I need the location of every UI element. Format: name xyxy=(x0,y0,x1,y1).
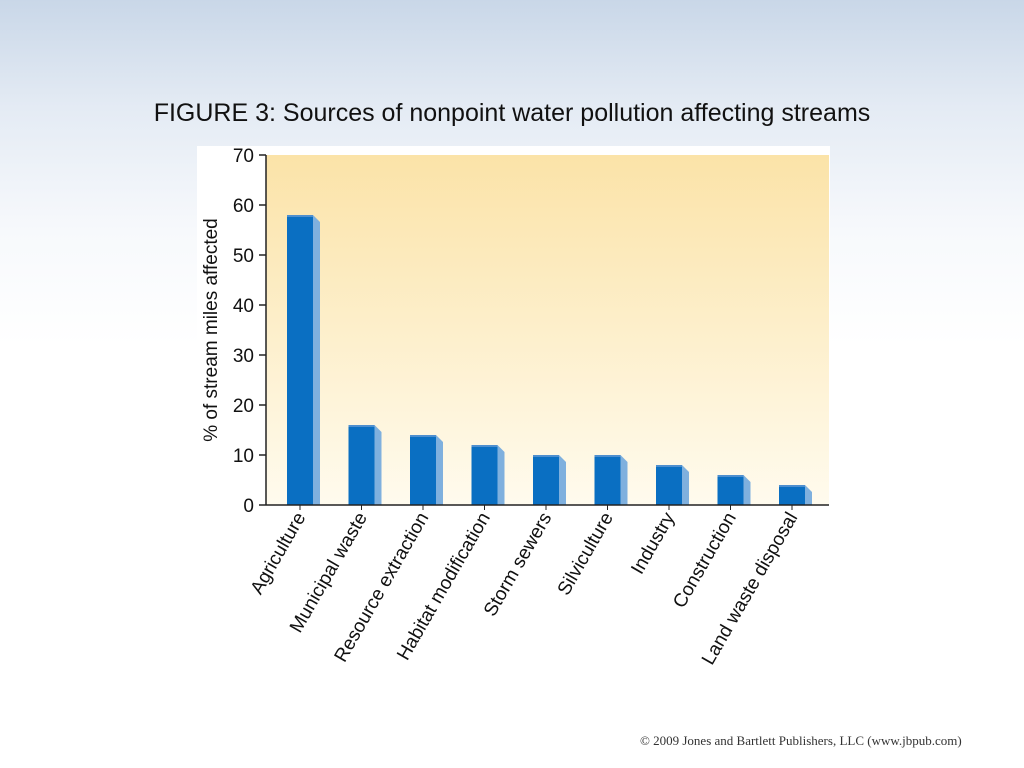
y-ticks-group: 0 10 20 30 40 50 60 70 xyxy=(233,146,266,517)
bar xyxy=(779,485,812,505)
bar-front xyxy=(410,435,436,505)
bar-front xyxy=(779,485,805,505)
bar-front xyxy=(533,455,559,505)
bar-side xyxy=(620,455,628,505)
y-tick-label: 30 xyxy=(233,346,254,367)
bar xyxy=(287,215,320,505)
bar-top xyxy=(594,455,621,457)
y-tick-label: 0 xyxy=(243,496,254,517)
bars-group xyxy=(287,215,812,505)
bar-top xyxy=(410,435,436,437)
y-tick-label: 60 xyxy=(233,196,254,217)
bar xyxy=(594,455,628,505)
bar xyxy=(717,475,751,505)
bar-front xyxy=(656,465,682,505)
y-tick-label: 70 xyxy=(233,146,254,167)
bar-top xyxy=(287,215,313,217)
bar-side xyxy=(682,465,689,505)
bar xyxy=(656,465,689,505)
bar-top xyxy=(348,425,375,427)
bar-front xyxy=(348,425,375,505)
bar xyxy=(471,445,505,505)
bar-top xyxy=(779,485,805,487)
bar-top xyxy=(717,475,744,477)
y-tick-label: 20 xyxy=(233,396,254,417)
y-axis-label: % of stream miles affected xyxy=(201,218,222,442)
y-tick-label: 40 xyxy=(233,296,254,317)
bar-front xyxy=(471,445,498,505)
bar-side xyxy=(374,425,382,505)
bar xyxy=(348,425,382,505)
bar-side xyxy=(559,455,566,505)
bar-side xyxy=(743,475,751,505)
bar-top xyxy=(533,455,559,457)
slide-title: FIGURE 3: Sources of nonpoint water poll… xyxy=(153,99,871,127)
bar-front xyxy=(287,215,313,505)
bar-side xyxy=(436,435,443,505)
bar-front xyxy=(717,475,744,505)
bar-top xyxy=(471,445,498,447)
bar-side xyxy=(805,485,812,505)
y-tick-label: 50 xyxy=(233,246,254,267)
bar-top xyxy=(656,465,682,467)
bar xyxy=(533,455,566,505)
copyright-notice: © 2009 Jones and Bartlett Publishers, LL… xyxy=(640,733,962,748)
bar xyxy=(410,435,443,505)
bar-front xyxy=(594,455,621,505)
y-tick-label: 10 xyxy=(233,446,254,467)
bar-side xyxy=(497,445,505,505)
bar-side xyxy=(313,215,320,505)
